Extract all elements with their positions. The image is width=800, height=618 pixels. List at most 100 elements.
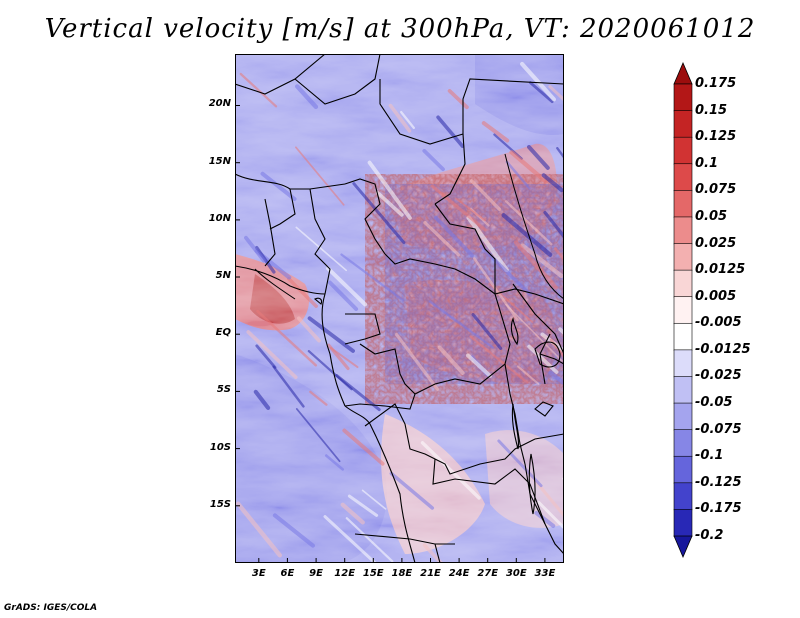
wave-streak: [326, 266, 368, 307]
colorbar-level-label: -0.005: [695, 315, 742, 331]
colorbar-bin: [673, 482, 693, 511]
lon-tick-label: 3E: [251, 568, 266, 579]
wave-streak: [479, 244, 533, 297]
colorbar-level-label: 0.075: [695, 182, 737, 198]
wave-streak: [295, 226, 347, 272]
wave-streak: [309, 390, 328, 406]
colorbar-bin: [673, 190, 693, 218]
colorbar-level-label: 0.1: [695, 155, 719, 171]
lat-tick-label: 5N: [215, 270, 231, 282]
wave-streak: [469, 335, 529, 384]
wave-streak: [549, 338, 564, 359]
lon-tick-label: 18E: [391, 568, 413, 579]
map-panel: [235, 54, 564, 563]
lat-tick-label: 10N: [208, 212, 231, 224]
colorbar-min-arrow: [673, 535, 693, 558]
wave-streak: [436, 115, 465, 148]
wave-streak: [244, 235, 266, 263]
wave-streak: [509, 150, 548, 184]
wave-streak: [389, 471, 435, 510]
wave-streak: [501, 213, 553, 257]
wave-streak: [527, 344, 559, 374]
wave-streak: [423, 221, 461, 257]
wave-streak: [466, 215, 509, 273]
wave-streak: [420, 441, 481, 500]
wave-streaks: [235, 61, 564, 563]
colorbar-bin: [673, 216, 693, 245]
wave-streak: [534, 510, 556, 528]
wave-streak: [516, 365, 540, 385]
colorbar-level-label: -0.1: [695, 448, 724, 464]
lake-outlines: [314, 297, 561, 515]
wave-streak: [246, 330, 298, 380]
wave-streak: [520, 61, 556, 102]
wave-streak: [272, 365, 305, 408]
wave-streak: [307, 316, 355, 353]
wave-streak: [327, 343, 350, 371]
colorbar-level-label: 0.0125: [695, 262, 746, 278]
wave-streak: [504, 200, 553, 246]
wave-streak: [537, 500, 564, 529]
wave-streak: [352, 182, 406, 245]
lon-tick-label: 30E: [505, 568, 527, 579]
colorbar-bin: [673, 243, 693, 271]
wave-streak: [400, 110, 415, 130]
wave-streak: [394, 332, 440, 391]
lat-tick-label: EQ: [215, 327, 231, 339]
colorbar-level-label: 0.15: [695, 102, 728, 118]
lat-tick-label: 15N: [208, 155, 231, 167]
colorbar-bin: [673, 296, 693, 325]
wave-streak: [296, 316, 321, 343]
wave-streak: [455, 197, 486, 222]
colorbar-level-label: -0.2: [695, 528, 724, 543]
wave-streak: [473, 257, 519, 322]
wave-streak: [437, 345, 465, 375]
wave-streak: [505, 160, 531, 190]
wave-streak: [342, 428, 385, 466]
wave-streak: [428, 300, 495, 349]
colorbar-bin: [673, 136, 693, 165]
colorbar-bin: [673, 455, 693, 484]
lon-tick-label: 24E: [448, 568, 470, 579]
colorbar-level-label: 0.025: [695, 235, 737, 251]
colorbar-level-label: 0.05: [695, 208, 728, 224]
wave-streak: [541, 173, 564, 193]
colorbar-bin: [673, 402, 693, 431]
wave-streak: [260, 171, 297, 202]
wave-streak: [471, 312, 503, 350]
colorbar-bin: [673, 163, 693, 192]
lon-tick-label: 9E: [309, 568, 323, 579]
wave-streak: [388, 103, 412, 133]
colorbar-level-label: -0.0125: [695, 341, 751, 357]
wave-streak: [520, 243, 564, 279]
lon-tick-label: 33E: [534, 568, 556, 579]
lat-tick-label: 10S: [209, 441, 231, 453]
colorbar-bin: [673, 322, 693, 351]
wave-streak: [430, 184, 487, 232]
colorbar-level-label: 0.125: [695, 129, 737, 145]
colorbar-bin: [673, 509, 693, 537]
colorbar-bin: [673, 376, 693, 404]
lon-tick-label: 27E: [477, 568, 499, 579]
wave-streak: [295, 84, 319, 110]
axis-ticks: [235, 105, 546, 563]
colorbar-level-label: -0.175: [695, 501, 742, 517]
figure-title: Vertical velocity [m/s] at 300hPa, VT: 2…: [44, 14, 756, 44]
lon-tick-label: 21E: [420, 568, 441, 579]
wave-streak: [469, 179, 502, 212]
wave-streak: [328, 280, 359, 311]
colorbar-level-label: 0.005: [695, 288, 737, 304]
wave-streak: [295, 408, 341, 463]
lon-tick-label: 6E: [280, 568, 295, 579]
wave-streak: [548, 370, 564, 386]
colorbar-level-label: -0.125: [695, 474, 742, 490]
software-credit: GrADS: IGES/COLA: [4, 603, 98, 613]
wave-streak: [422, 149, 445, 172]
lon-tick-label: 12E: [334, 568, 356, 579]
wave-streak: [307, 350, 353, 391]
wave-streak: [239, 72, 278, 108]
colorbar-bin: [673, 110, 693, 138]
wave-streak: [528, 81, 554, 104]
wave-streak: [324, 454, 345, 471]
wave-streak: [447, 89, 469, 110]
